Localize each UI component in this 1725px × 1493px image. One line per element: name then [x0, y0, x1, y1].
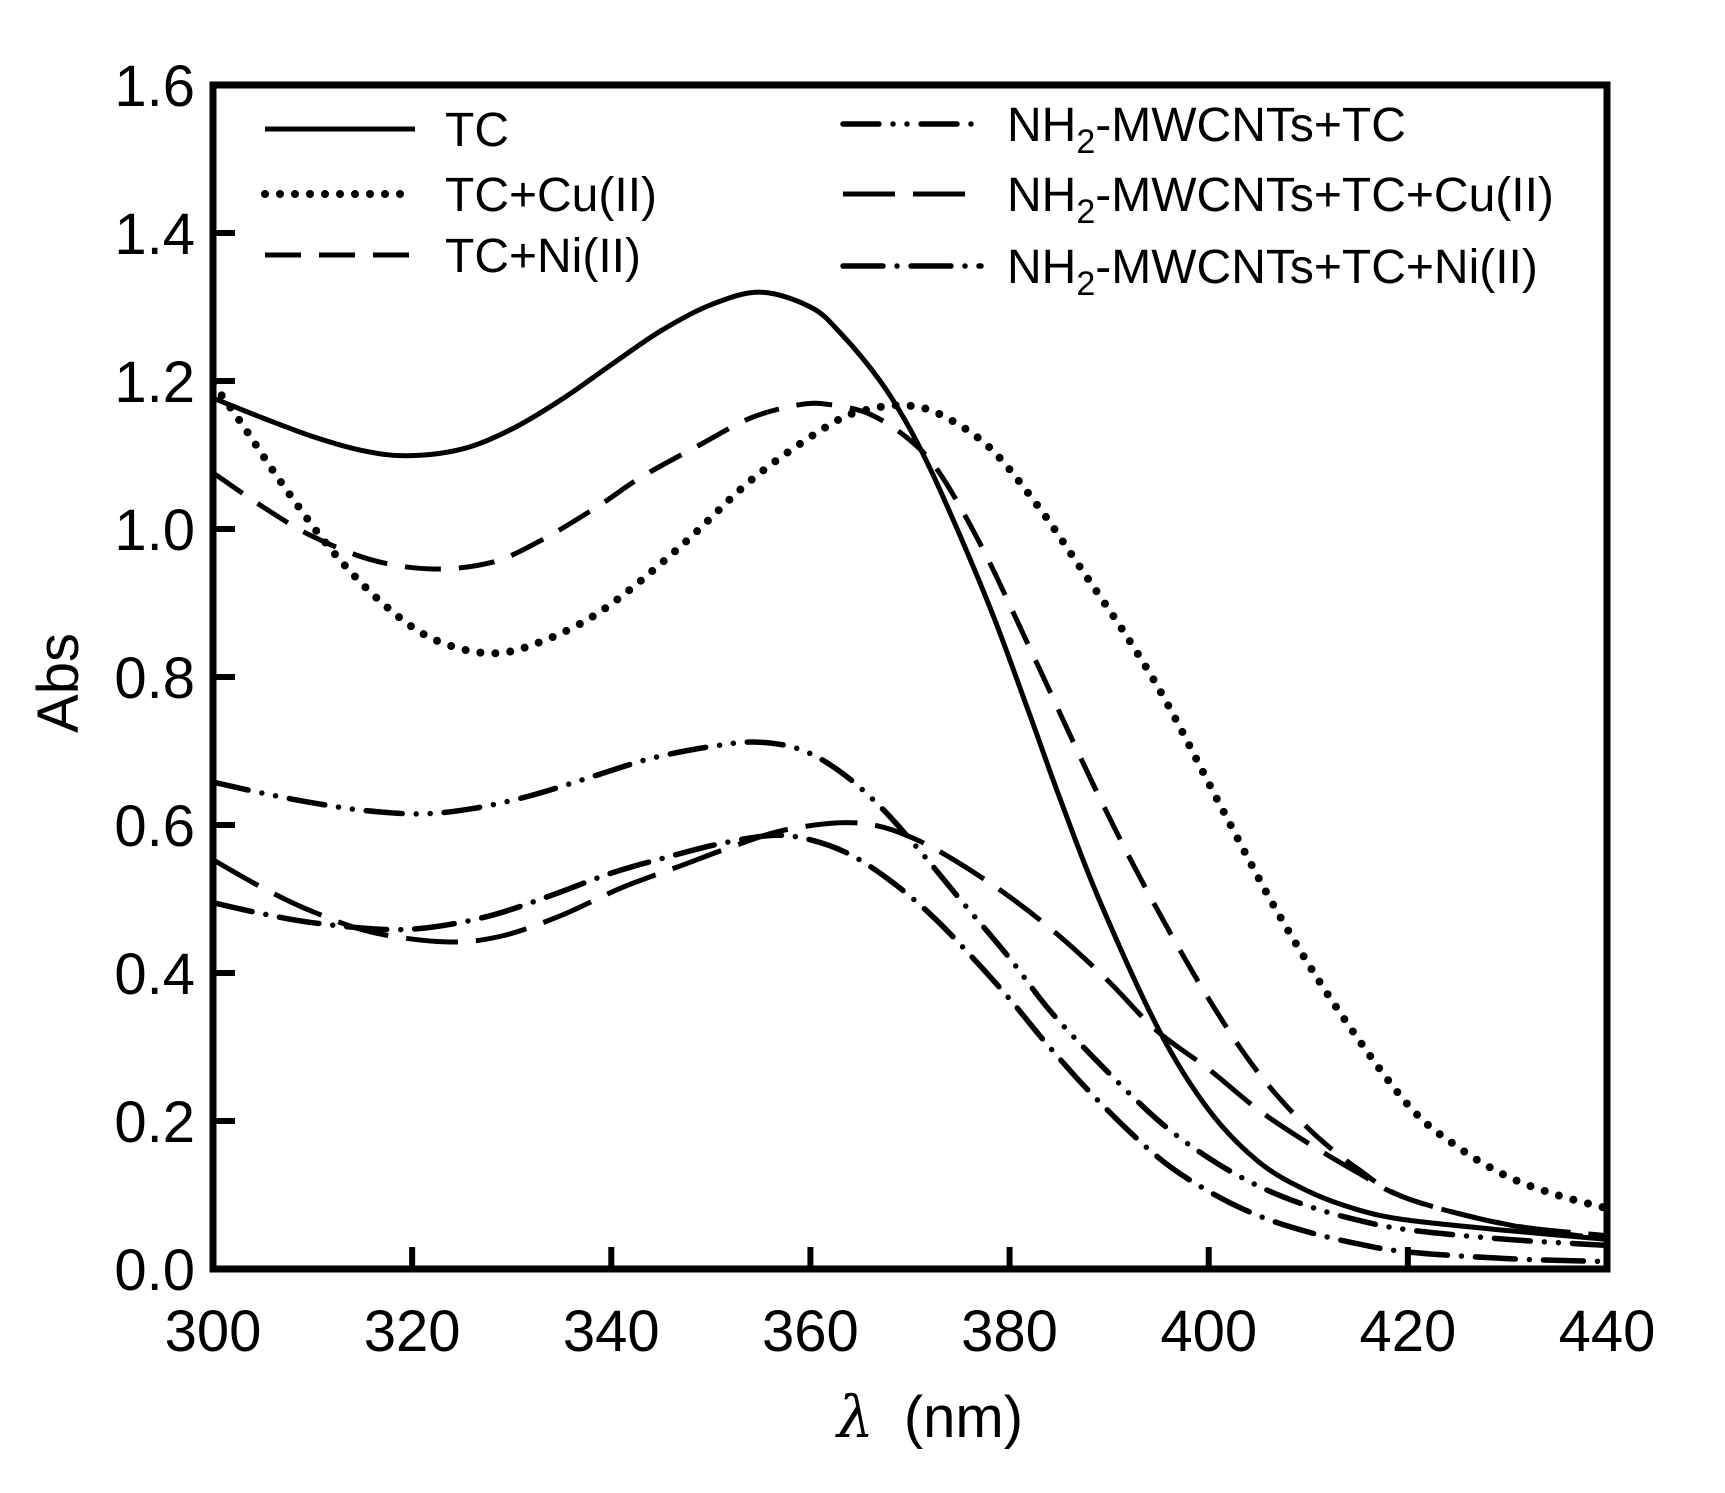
- series-line-tc-cu-ii: [213, 379, 1607, 1213]
- x-tick-label: 380: [961, 1299, 1058, 1364]
- legend-label-main: NH: [1007, 99, 1076, 152]
- y-tick-label: 0.4: [114, 942, 195, 1007]
- series-line-nh2-mwcnts-tc: [213, 739, 1607, 1249]
- legend-label-main: TC+Cu(II): [445, 169, 657, 222]
- legend-label-rest: -MWCNTs+TC: [1095, 99, 1406, 152]
- x-tick-label: 400: [1160, 1299, 1257, 1364]
- legend-label: TC: [445, 104, 509, 157]
- legend: TCTC+Cu(II)TC+Ni(II)NH2-MWCNTs+TCNH2-MWC…: [261, 99, 1554, 303]
- x-axis-title: λ (nm): [835, 1383, 1023, 1451]
- series-line-nh2-mwcnts-tc-cu-ii: [213, 820, 1607, 1239]
- legend-label-main: TC+Ni(II): [445, 230, 641, 283]
- x-axis: 300 320 340 360 380 400 420 440: [165, 1247, 1656, 1364]
- series-layer: [213, 289, 1607, 1265]
- x-axis-title-symbol: λ: [835, 1383, 874, 1451]
- legend-label-main: TC: [445, 104, 509, 157]
- x-tick-label: 320: [364, 1299, 461, 1364]
- y-tick-label: 0.6: [114, 794, 195, 859]
- y-tick-label: 0.0: [114, 1238, 195, 1303]
- y-axis-title: Abs: [26, 633, 91, 733]
- legend-label-main: NH: [1007, 169, 1076, 222]
- y-tick-label: 0.2: [114, 1090, 195, 1155]
- y-tick-label: 0.8: [114, 646, 195, 711]
- y-tick-label: 1.0: [114, 498, 195, 563]
- legend-label: NH2-MWCNTs+TC+Cu(II): [1007, 169, 1554, 231]
- legend-item-tc-ni-ii: TC+Ni(II): [265, 230, 641, 283]
- legend-label-rest: -MWCNTs+TC+Ni(II): [1095, 241, 1538, 294]
- series-line-tc: [213, 289, 1607, 1242]
- x-tick-label: 440: [1559, 1299, 1656, 1364]
- x-tick-label: 340: [563, 1299, 660, 1364]
- legend-label: TC+Cu(II): [445, 169, 657, 222]
- legend-item-tc-cu-ii: TC+Cu(II): [261, 169, 657, 222]
- x-tick-label: 420: [1359, 1299, 1456, 1364]
- legend-label-main: NH: [1007, 241, 1076, 294]
- legend-label: NH2-MWCNTs+TC+Ni(II): [1007, 241, 1538, 303]
- series-line-tc-ni-ii: [213, 400, 1607, 1242]
- y-tick-label: 1.2: [114, 350, 195, 415]
- legend-label: TC+Ni(II): [445, 230, 641, 283]
- legend-label-subscript: 2: [1076, 265, 1095, 303]
- y-axis: 0.0 0.2 0.4 0.6 0.8 1.0 1.2 1.4 1.6: [114, 54, 235, 1303]
- x-tick-label: 300: [165, 1299, 262, 1364]
- y-tick-label: 1.6: [114, 54, 195, 119]
- legend-item-tc: TC: [265, 104, 509, 157]
- legend-label: NH2-MWCNTs+TC: [1007, 99, 1406, 161]
- series-line-nh2-mwcnts-tc-ni-ii: [213, 832, 1607, 1265]
- x-tick-label: 360: [762, 1299, 859, 1364]
- legend-item-nh2-mwcnts-tc: NH2-MWCNTs+TC: [840, 99, 1406, 161]
- legend-label-rest: -MWCNTs+TC+Cu(II): [1095, 169, 1554, 222]
- legend-label-subscript: 2: [1076, 123, 1095, 161]
- legend-label-subscript: 2: [1076, 193, 1095, 231]
- y-tick-label: 1.4: [114, 202, 195, 267]
- x-axis-title-unit: (nm): [904, 1385, 1023, 1450]
- legend-item-nh2-mwcnts-tc-ni-ii: NH2-MWCNTs+TC+Ni(II): [840, 241, 1538, 303]
- legend-item-nh2-mwcnts-tc-cu-ii: NH2-MWCNTs+TC+Cu(II): [843, 169, 1554, 231]
